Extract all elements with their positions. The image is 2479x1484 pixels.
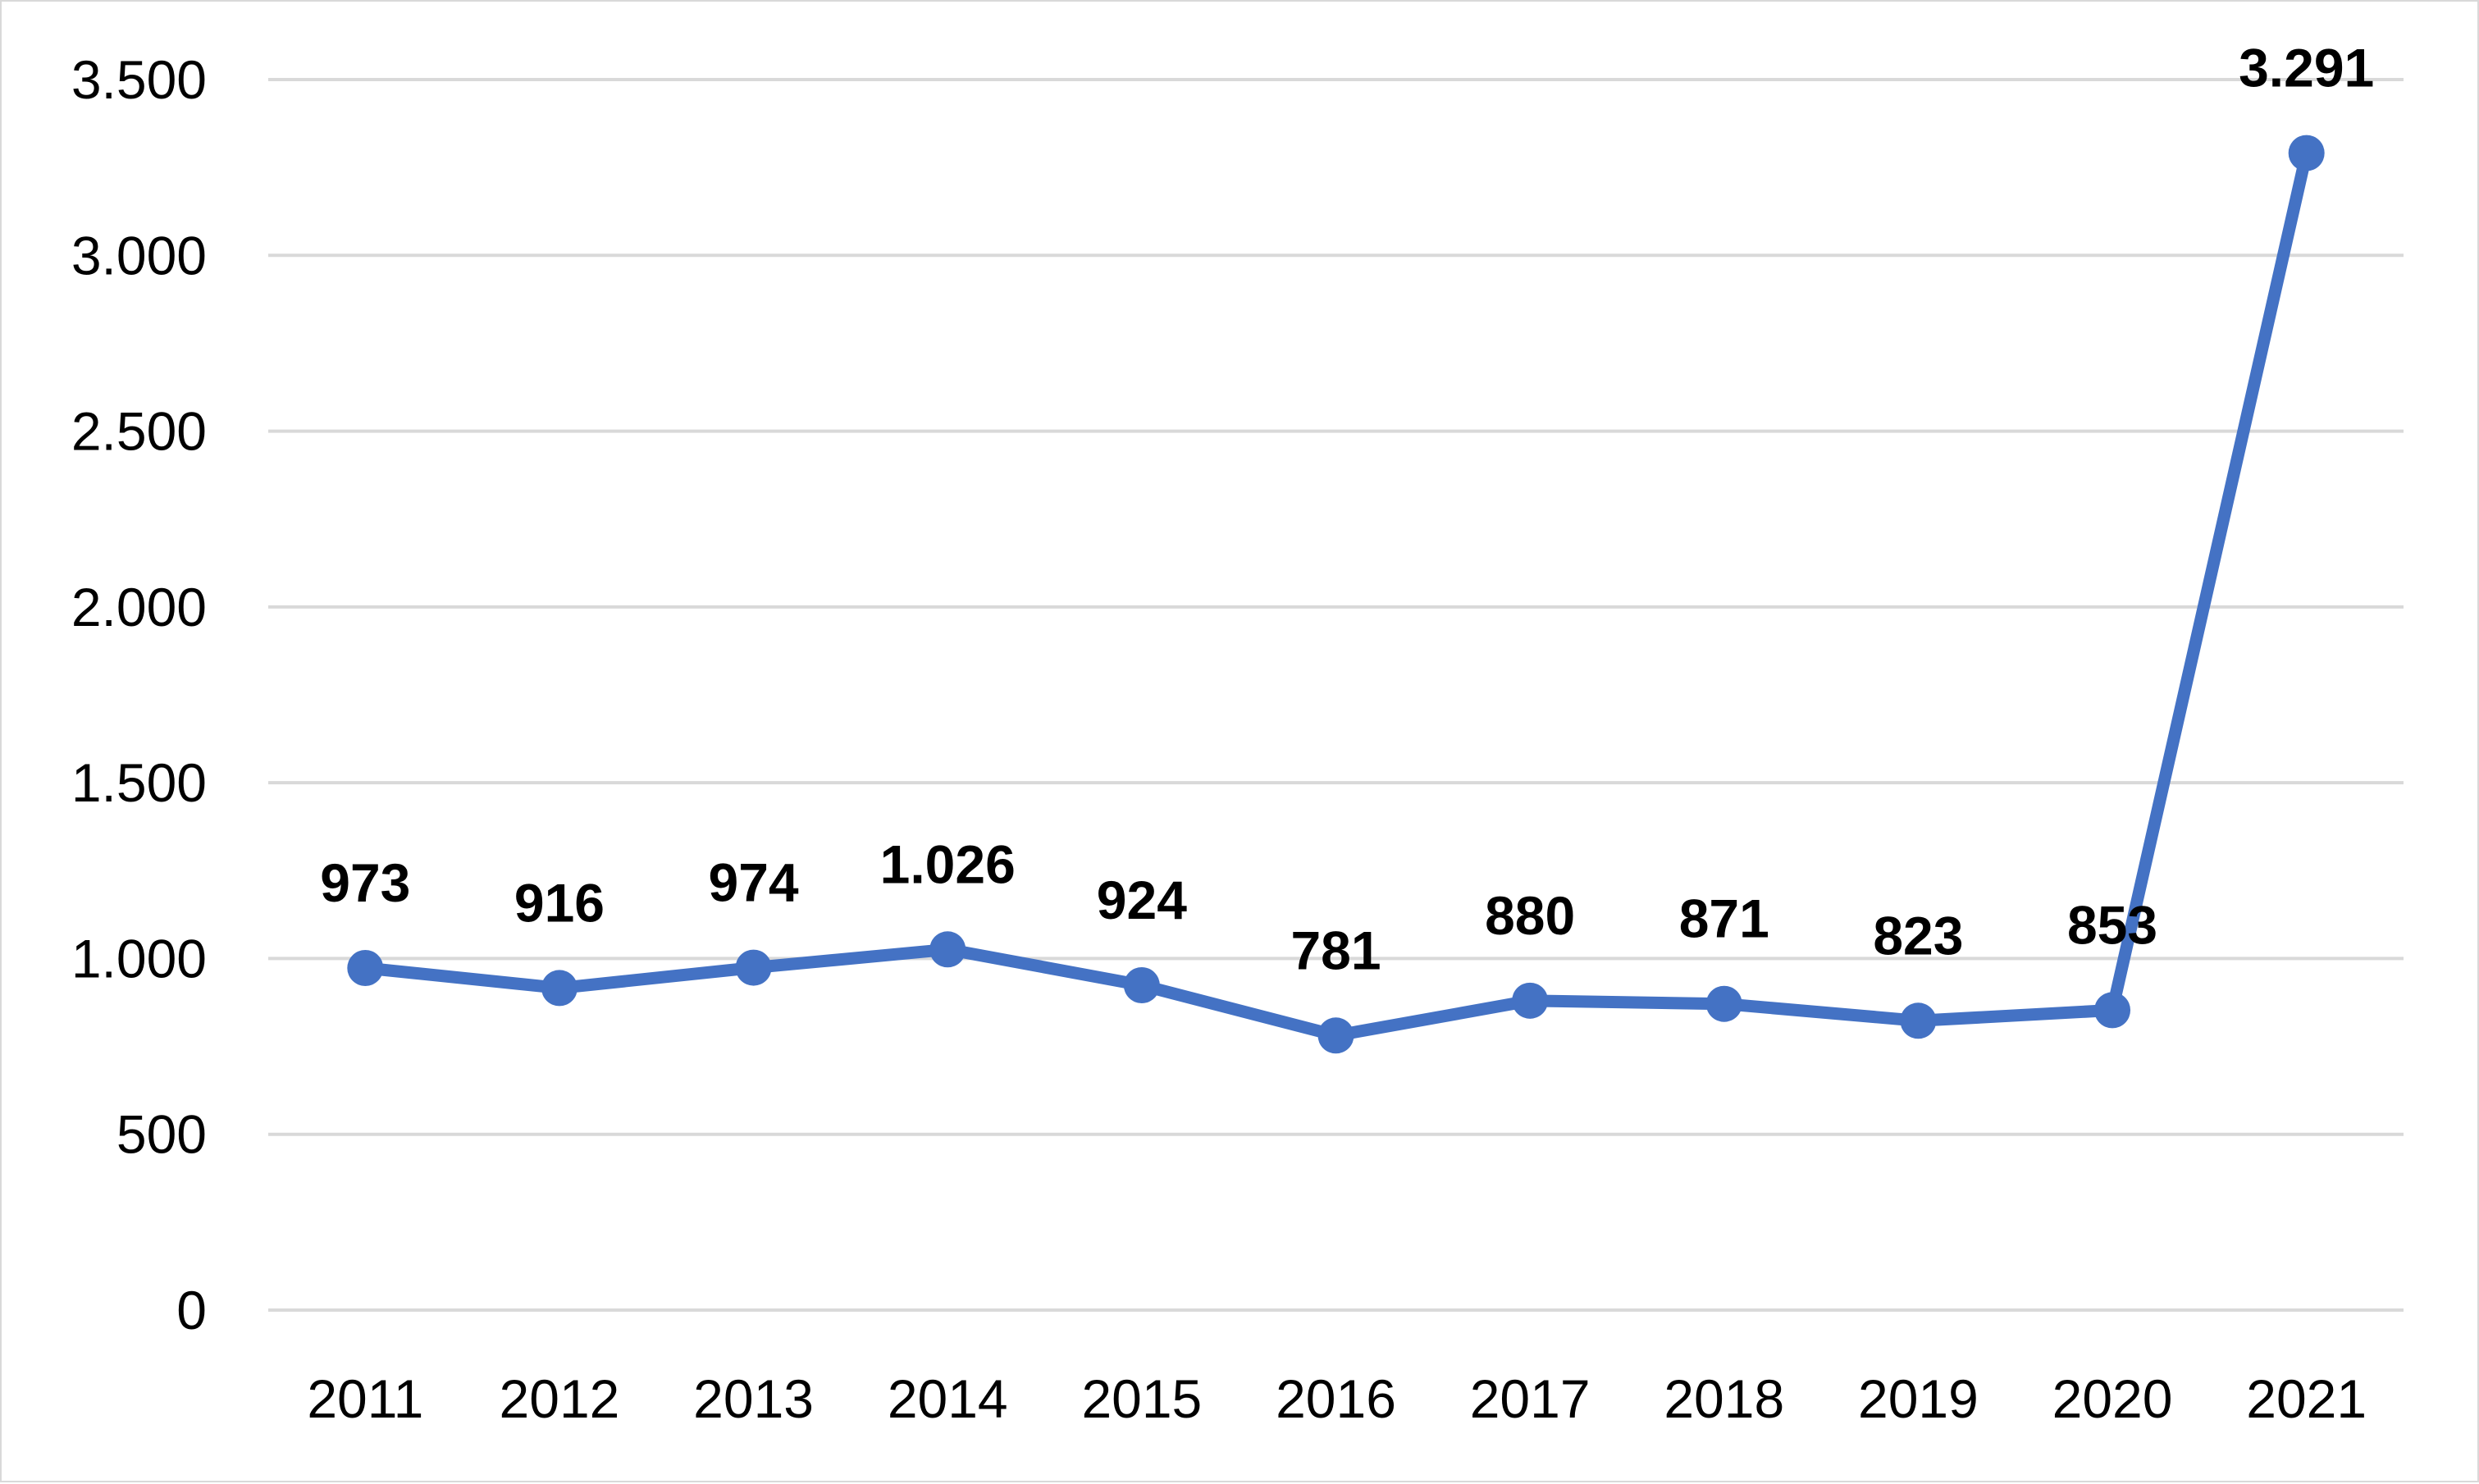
x-tick-label: 2013: [693, 1368, 814, 1429]
y-tick-label: 1.000: [71, 928, 207, 989]
x-tick-label: 2012: [500, 1368, 620, 1429]
x-axis-tick-labels: 2011 2012 2013 2014 2015 2016 2017 2018 2019 2020…: [307, 1368, 2367, 1429]
y-tick-label: 3.500: [71, 49, 207, 110]
data-point-marker: [735, 949, 772, 986]
series-markers: [347, 135, 2325, 1054]
data-label: 823: [1873, 905, 1963, 966]
x-tick-label: 2015: [1081, 1368, 1202, 1429]
x-tick-label: 2020: [2052, 1368, 2173, 1429]
x-tick-label: 2021: [2246, 1368, 2367, 1429]
data-point-marker: [929, 931, 966, 968]
data-point-marker: [1512, 982, 1549, 1019]
data-point-marker: [347, 950, 384, 986]
data-label: 1.026: [880, 833, 1016, 894]
data-point-marker: [541, 970, 578, 1007]
series-line: [358, 147, 2313, 1042]
data-label: 3.291: [2239, 38, 2374, 98]
data-label: 924: [1097, 870, 1187, 930]
data-label: 916: [514, 872, 605, 933]
x-tick-label: 2017: [1470, 1368, 1591, 1429]
data-label: 853: [2067, 894, 2157, 955]
data-label: 781: [1290, 920, 1381, 980]
data-labels: 973 916 974 1.026 924 781 880 871 823 853 3.291: [320, 38, 2374, 981]
gridlines: [268, 78, 2404, 1312]
y-tick-label: 2.000: [71, 577, 207, 637]
x-tick-label: 2018: [1664, 1368, 1784, 1429]
data-point-marker: [1123, 967, 1160, 1003]
x-tick-label: 2016: [1276, 1368, 1396, 1429]
data-point-marker: [1705, 985, 1742, 1022]
data-point-marker: [1900, 1002, 1937, 1039]
y-tick-label: 3.000: [71, 225, 207, 285]
data-label: 973: [320, 852, 410, 913]
data-label: 880: [1485, 885, 1575, 946]
data-label: 974: [709, 852, 799, 913]
y-tick-label: 500: [116, 1104, 207, 1165]
y-axis-tick-labels: 0 500 1.000 1.500 2.000 2.500 3.000 3.500: [71, 49, 207, 1340]
data-point-marker: [1317, 1017, 1354, 1054]
data-point-marker: [2094, 992, 2131, 1029]
y-tick-label: 1.500: [71, 752, 207, 813]
data-point-marker: [2288, 135, 2325, 171]
x-tick-label: 2014: [888, 1368, 1008, 1429]
series-line-layer: [358, 147, 2313, 1042]
y-tick-label: 0: [176, 1280, 207, 1340]
data-label: 871: [1679, 888, 1769, 949]
y-tick-label: 2.500: [71, 401, 207, 462]
x-tick-label: 2011: [307, 1368, 423, 1429]
x-tick-label: 2019: [1858, 1368, 1979, 1429]
